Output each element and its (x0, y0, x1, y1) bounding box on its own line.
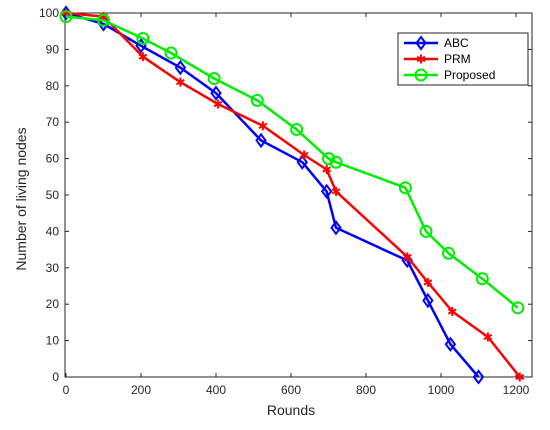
x-tick-label: 0 (63, 383, 70, 397)
data-point-abc (174, 59, 187, 76)
series-line-prm (65, 11, 521, 378)
series-prm (61, 8, 525, 382)
data-point-abc (444, 336, 457, 352)
data-point-prm (175, 77, 185, 87)
data-point-proposed (164, 46, 178, 60)
data-point-prm (322, 165, 332, 175)
legend-label: Proposed (444, 68, 495, 82)
y-tick-label: 100 (39, 6, 59, 20)
data-point-proposed (250, 93, 264, 107)
data-point-prm (213, 99, 223, 109)
x-tick-label: 1000 (428, 383, 455, 397)
x-tick-label: 600 (281, 383, 301, 397)
data-point-abc (320, 183, 333, 200)
data-point-proposed (322, 152, 335, 166)
data-point-abc (472, 369, 485, 385)
legend-swatch-marker (414, 68, 428, 82)
y-tick-label: 70 (46, 115, 60, 129)
x-tick-label: 1200 (503, 383, 530, 397)
legend-item-abc: ABC (404, 35, 469, 51)
data-point-prm (258, 121, 268, 131)
data-point-abc (255, 132, 267, 149)
y-tick-label: 80 (46, 79, 60, 93)
series-line-abc (65, 11, 480, 378)
data-point-proposed (475, 272, 489, 286)
x-tick-label: 400 (206, 383, 226, 397)
series-proposed (59, 10, 525, 315)
x-axis-label: Rounds (267, 402, 315, 418)
y-tick-label: 40 (46, 224, 60, 238)
data-point-prm (331, 186, 341, 196)
legend-label: PRM (444, 52, 471, 66)
data-point-prm (138, 52, 148, 62)
data-point-proposed (59, 10, 73, 24)
y-tick-label: 90 (46, 42, 60, 56)
y-tick-label: 30 (46, 261, 60, 275)
legend-swatch-marker (415, 35, 427, 51)
y-tick-label: 0 (52, 370, 59, 384)
y-tick-label: 60 (46, 152, 60, 166)
y-tick-label: 20 (46, 297, 60, 311)
data-point-proposed (290, 122, 304, 136)
data-point-proposed (329, 155, 343, 169)
series-layer (59, 5, 525, 385)
axis-ticks: 0 200 400 600 800 1000 1200 0 10 20 30 40 50 60 70 80 90… (39, 6, 532, 397)
legend-item-proposed: Proposed (404, 68, 495, 82)
legend: ABC PRM Proposed (397, 32, 529, 86)
data-point-proposed (442, 246, 455, 260)
data-point-proposed (97, 13, 110, 27)
y-tick-label: 50 (46, 188, 60, 202)
x-tick-label: 200 (131, 383, 151, 397)
legend-swatch-marker (416, 54, 426, 64)
data-point-prm (483, 332, 493, 342)
data-point-abc (422, 292, 434, 309)
data-point-prm (402, 252, 412, 262)
data-point-abc (330, 220, 342, 236)
data-point-proposed (511, 301, 525, 315)
data-point-proposed (207, 72, 221, 86)
data-point-prm (423, 277, 433, 287)
y-tick-label: 10 (46, 334, 60, 348)
data-point-abc (296, 154, 308, 170)
data-point-proposed (419, 224, 433, 238)
legend-item-prm: PRM (404, 52, 471, 66)
data-point-abc (210, 85, 222, 101)
data-point-prm (447, 306, 457, 316)
series-abc (60, 5, 485, 385)
y-axis-label: Number of living nodes (13, 127, 29, 270)
data-point-prm (515, 372, 525, 382)
data-point-proposed (136, 31, 150, 45)
data-point-proposed (398, 181, 412, 195)
legend-label: ABC (444, 36, 469, 50)
x-tick-label: 800 (356, 383, 376, 397)
data-point-prm (299, 150, 309, 160)
